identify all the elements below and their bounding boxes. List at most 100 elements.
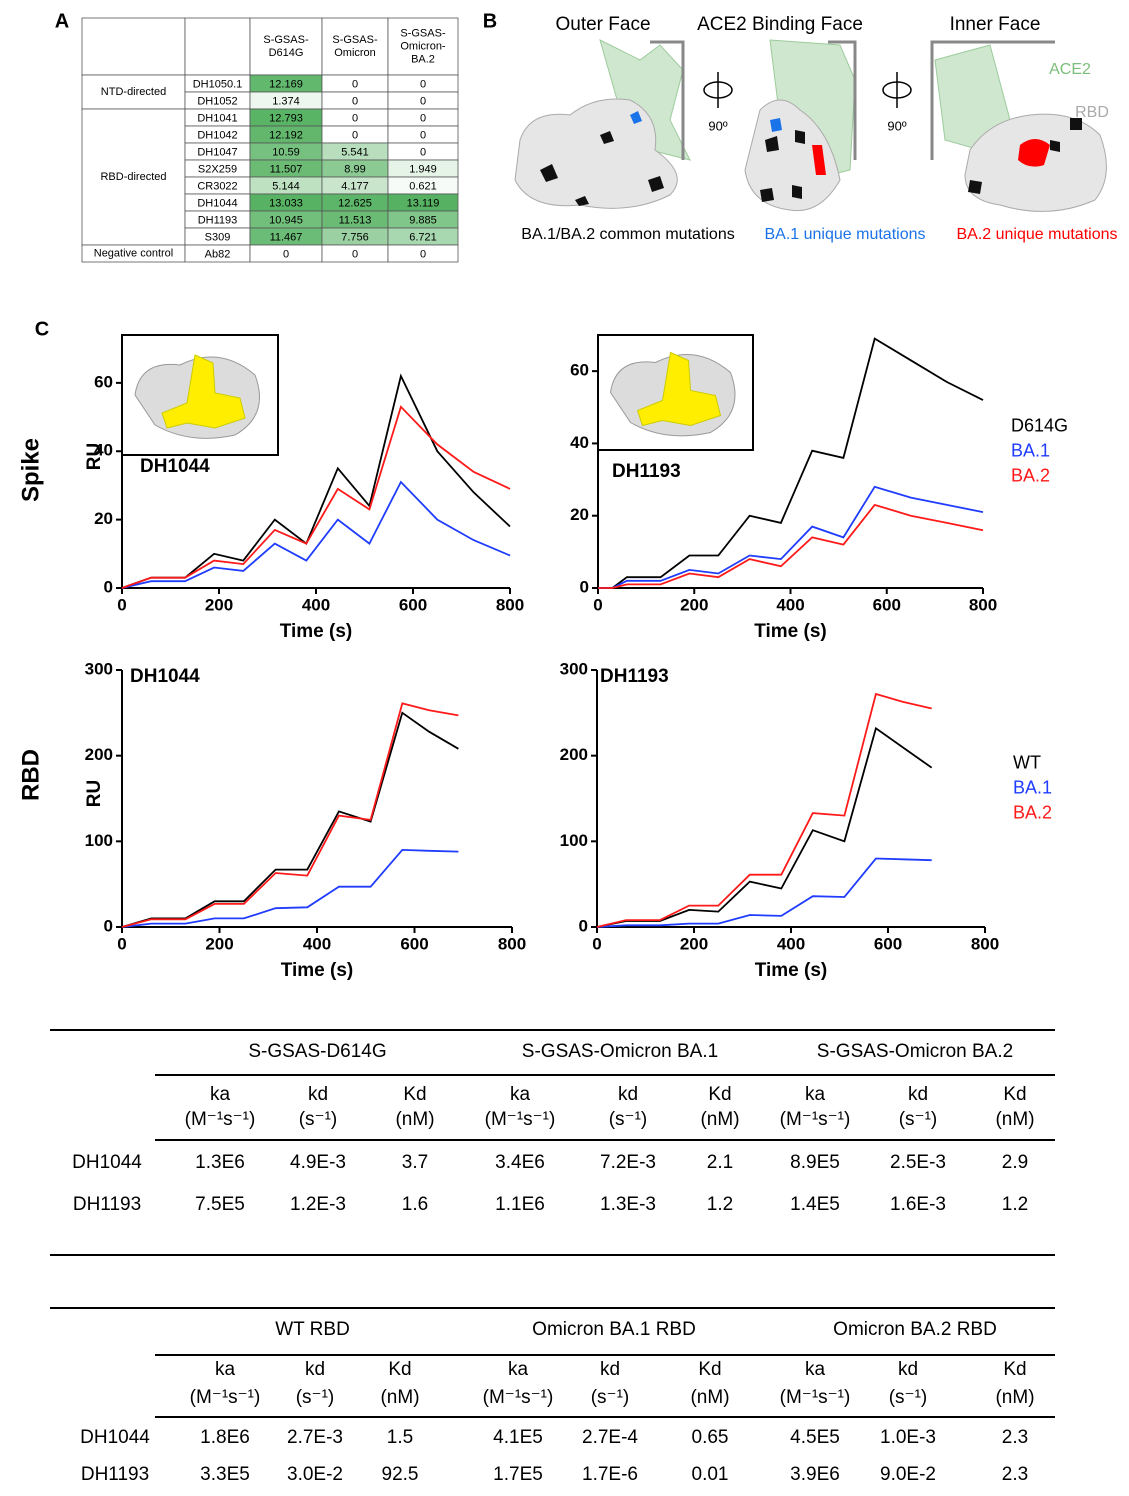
rotation-label: 90º [887, 118, 906, 133]
antibody-name: DH1052 [197, 95, 237, 107]
subheader-name: Kd [1003, 1084, 1026, 1105]
subheader-unit: (s⁻¹) [899, 1109, 938, 1130]
binding-value: 0 [352, 129, 358, 141]
figure: ABCS-GSAS-D614GS-GSAS-OmicronS-GSAS-Omic… [0, 0, 1129, 1491]
panel-label: C [35, 318, 49, 340]
binding-value: 1.374 [272, 95, 300, 107]
x-tick-label: 800 [498, 934, 526, 953]
group-header: S-GSAS-D614G [248, 1041, 386, 1062]
panel-label: B [483, 10, 497, 32]
column-header: S-GSAS- [332, 34, 378, 46]
chart-annotation: DH1193 [612, 461, 681, 482]
antibody-name: CR3022 [197, 180, 237, 192]
x-tick-label: 400 [777, 934, 805, 953]
subheader-name: Kd [1003, 1359, 1026, 1380]
mutation-legend: BA.1/BA.2 common mutations [521, 226, 734, 243]
column-header: Omicron- [400, 40, 446, 52]
subheader-unit: (s⁻¹) [609, 1109, 648, 1130]
kinetic-value: 4.5E5 [790, 1427, 840, 1448]
series-line [597, 728, 932, 927]
subheader-name: Kd [708, 1084, 731, 1105]
view-title: Inner Face [950, 14, 1041, 35]
x-tick-label: 600 [873, 595, 901, 614]
legend-entry: WT [1013, 752, 1041, 772]
kinetic-value: 7.2E-3 [600, 1152, 656, 1173]
x-tick-label: 600 [874, 934, 902, 953]
x-axis-label: Time (s) [281, 960, 354, 981]
legend-entry: D614G [1011, 415, 1068, 435]
binding-value: 10.59 [272, 146, 300, 158]
subheader-name: ka [510, 1084, 531, 1105]
series-line [122, 713, 458, 927]
y-tick-label: 0 [104, 577, 113, 596]
kinetic-value: 3.3E5 [200, 1464, 250, 1485]
binding-value: 11.507 [270, 163, 303, 175]
kinetic-value: 3.0E-2 [287, 1464, 343, 1485]
column-header: S-GSAS- [263, 34, 309, 46]
subheader-name: kd [600, 1359, 620, 1380]
subheader-name: Kd [403, 1084, 426, 1105]
binding-value: 0 [352, 248, 358, 260]
y-tick-label: 60 [94, 372, 113, 391]
subheader-unit: (M⁻¹s⁻¹) [185, 1109, 256, 1130]
binding-value: 0 [420, 129, 426, 141]
subheader-name: ka [805, 1359, 826, 1380]
group-label: NTD-directed [101, 86, 166, 98]
x-tick-label: 600 [400, 934, 428, 953]
subheader-unit: (nM) [995, 1387, 1034, 1408]
y-tick-label: 100 [85, 831, 113, 850]
subheader-name: ka [215, 1359, 236, 1380]
subheader-unit: (s⁻¹) [296, 1387, 335, 1408]
y-tick-label: 20 [570, 505, 589, 524]
binding-value: 6.721 [409, 231, 437, 243]
series-line [122, 482, 510, 588]
kinetic-value: 1.6E-3 [890, 1194, 946, 1215]
y-tick-label: 100 [560, 831, 588, 850]
kinetic-value: 4.9E-3 [290, 1152, 346, 1173]
binding-value: 12.169 [269, 78, 303, 90]
chart-annotation: DH1044 [130, 666, 200, 687]
binding-value: 11.513 [339, 214, 372, 226]
binding-value: 13.119 [407, 197, 440, 209]
x-tick-label: 800 [969, 595, 997, 614]
series-line [597, 859, 932, 928]
series-line [122, 703, 458, 927]
kinetic-value: 1.3E6 [195, 1152, 245, 1173]
series-line [597, 694, 932, 927]
kinetic-value: 1.2 [1002, 1194, 1028, 1215]
subheader-name: Kd [698, 1359, 721, 1380]
binding-value: 9.885 [409, 214, 437, 226]
x-tick-label: 400 [302, 595, 330, 614]
kinetic-value: 3.7 [402, 1152, 428, 1173]
kinetic-value: 2.7E-3 [287, 1427, 343, 1448]
series-line [122, 850, 458, 927]
row-name: DH1193 [73, 1194, 141, 1215]
rotation-label: 90º [708, 118, 727, 133]
binding-value: 7.756 [341, 231, 369, 243]
x-tick-label: 200 [680, 934, 708, 953]
subheader-unit: (M⁻¹s⁻¹) [190, 1387, 261, 1408]
x-tick-label: 200 [205, 595, 233, 614]
subheader-unit: (nM) [395, 1109, 434, 1130]
kinetic-value: 1.7E5 [493, 1464, 543, 1485]
column-header: S-GSAS- [400, 27, 446, 39]
view-title: ACE2 Binding Face [697, 14, 863, 35]
column-header: D614G [269, 47, 304, 59]
column-header: Omicron [334, 47, 376, 59]
antibody-name: DH1044 [197, 197, 237, 209]
kinetic-value: 1.8E6 [200, 1427, 250, 1448]
binding-value: 5.144 [272, 180, 300, 192]
subheader-name: kd [308, 1084, 328, 1105]
mutation-legend: BA.1 unique mutations [765, 226, 926, 243]
subheader-unit: (s⁻¹) [889, 1387, 928, 1408]
ba1-mutation [770, 118, 782, 132]
kinetic-value: 2.3 [1002, 1427, 1028, 1448]
antibody-name: Ab82 [205, 248, 231, 260]
binding-value: 10.945 [269, 214, 303, 226]
group-label: Negative control [94, 247, 174, 259]
kinetic-value: 1.0E-3 [880, 1427, 936, 1448]
subheader-unit: (s⁻¹) [591, 1387, 630, 1408]
y-tick-label: 200 [85, 745, 113, 764]
kinetic-value: 3.9E6 [790, 1464, 840, 1485]
binding-value: 12.192 [269, 129, 303, 141]
